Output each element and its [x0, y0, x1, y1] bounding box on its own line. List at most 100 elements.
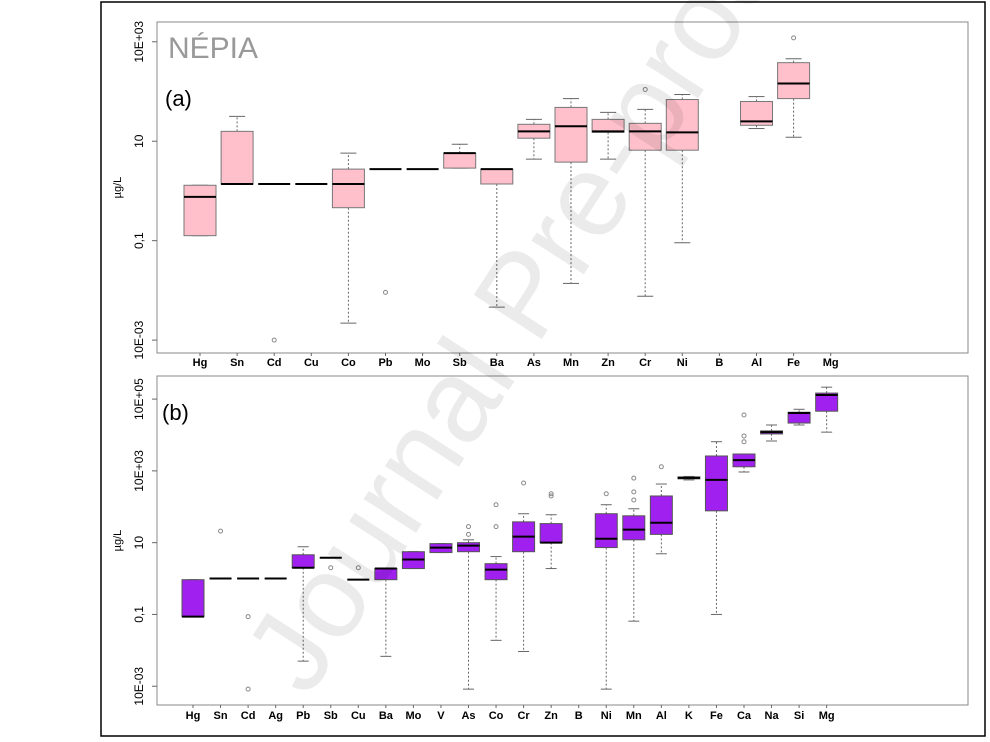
box	[622, 515, 646, 541]
x-tick-label: Ag	[268, 710, 283, 722]
y-axis-label: µg/L	[112, 177, 124, 199]
plot-area	[156, 21, 969, 354]
x-tick-label: Mg	[819, 710, 835, 722]
box	[665, 99, 699, 151]
x-tick-label: B	[715, 357, 723, 369]
x-tick-label: B	[575, 710, 583, 722]
x-tick-label: Mn	[626, 710, 642, 722]
outlier	[355, 565, 361, 571]
y-tick-label: 10E+03	[132, 21, 146, 63]
box	[539, 523, 563, 544]
x-tick-label: Mn	[563, 357, 579, 369]
x-tick-label: Hg	[193, 357, 208, 369]
box	[181, 579, 205, 618]
y-tick-label: 10E-03	[132, 320, 146, 359]
x-tick-label: Ni	[601, 710, 612, 722]
chart-title: NÉPIA	[168, 32, 258, 65]
outlier	[631, 497, 637, 503]
x-tick-label: Co	[341, 357, 356, 369]
outlier	[245, 614, 251, 620]
y-tick-label: 0,1	[132, 232, 146, 249]
y-tick-label: 10E+05	[132, 378, 146, 420]
y-tick-label: 10	[132, 134, 146, 148]
box	[484, 563, 508, 581]
outlier	[631, 475, 637, 481]
x-tick-label: Cd	[241, 710, 256, 722]
x-tick-label: Co	[489, 710, 504, 722]
box	[777, 62, 811, 100]
outlier	[658, 464, 664, 470]
x-tick-label: Cr	[639, 357, 652, 369]
box	[331, 168, 365, 209]
outlier	[631, 489, 637, 495]
x-tick-label: Cd	[267, 357, 282, 369]
x-tick-label: Al	[656, 710, 667, 722]
box	[554, 106, 588, 163]
box	[480, 168, 514, 185]
outlier	[466, 524, 471, 530]
box	[594, 513, 618, 549]
outlier	[493, 502, 499, 508]
y-tick-label: 10E+03	[132, 450, 146, 492]
box	[649, 495, 673, 535]
x-tick-label: Pb	[378, 357, 392, 369]
outlier	[741, 439, 747, 445]
x-tick-label: Ca	[737, 710, 752, 722]
x-tick-label: Fe	[787, 357, 800, 369]
x-tick-label: Mo	[405, 710, 421, 722]
x-tick-label: As	[461, 710, 475, 722]
outlier	[218, 528, 224, 534]
outlier	[741, 412, 747, 418]
outlier	[741, 433, 747, 439]
outlier	[603, 491, 609, 497]
x-tick-label: As	[527, 357, 541, 369]
x-tick-label: Ba	[490, 357, 505, 369]
box	[183, 184, 217, 237]
outlier	[328, 565, 334, 571]
x-tick-label: V	[437, 710, 445, 722]
x-tick-label: Hg	[186, 710, 201, 722]
box	[628, 122, 662, 151]
outlier	[493, 524, 499, 530]
x-tick-label: Pb	[296, 710, 310, 722]
box	[220, 130, 254, 185]
y-tick-label: 0,1	[132, 606, 146, 623]
outlier	[642, 86, 648, 92]
outlier	[466, 531, 471, 537]
x-tick-label: Na	[765, 710, 780, 722]
x-tick-label: Al	[751, 357, 762, 369]
x-tick-label: Sb	[324, 710, 338, 722]
x-tick-label: Cu	[351, 710, 366, 722]
x-tick-label: Cu	[304, 357, 319, 369]
y-tick-label: 10	[132, 536, 146, 550]
outlier	[791, 35, 797, 41]
x-tick-label: Mo	[415, 357, 431, 369]
x-tick-label: Ba	[379, 710, 394, 722]
x-tick-label: Sn	[230, 357, 244, 369]
x-tick-label: Si	[794, 710, 804, 722]
x-tick-label: Cr	[517, 710, 530, 722]
box	[815, 392, 839, 412]
outlier	[548, 491, 554, 497]
outlier	[271, 337, 277, 343]
outlier	[245, 686, 251, 692]
outlier	[521, 480, 527, 486]
y-axis-label: µg/L	[112, 530, 124, 552]
box	[704, 455, 728, 512]
box	[740, 100, 773, 126]
box	[457, 542, 480, 553]
outlier	[383, 289, 388, 295]
y-tick-label: 10E-03	[132, 667, 146, 706]
x-tick-label: Sb	[453, 357, 467, 369]
x-tick-label: Sn	[214, 710, 228, 722]
outlier	[548, 493, 554, 499]
x-tick-label: Fe	[710, 710, 723, 722]
panel-label: (a)	[165, 86, 192, 111]
x-tick-label: Zn	[601, 357, 615, 369]
box	[443, 152, 477, 169]
x-tick-label: K	[685, 710, 693, 722]
plot-area	[156, 375, 969, 706]
panel-label: (b)	[162, 400, 189, 425]
x-tick-label: Zn	[544, 710, 558, 722]
